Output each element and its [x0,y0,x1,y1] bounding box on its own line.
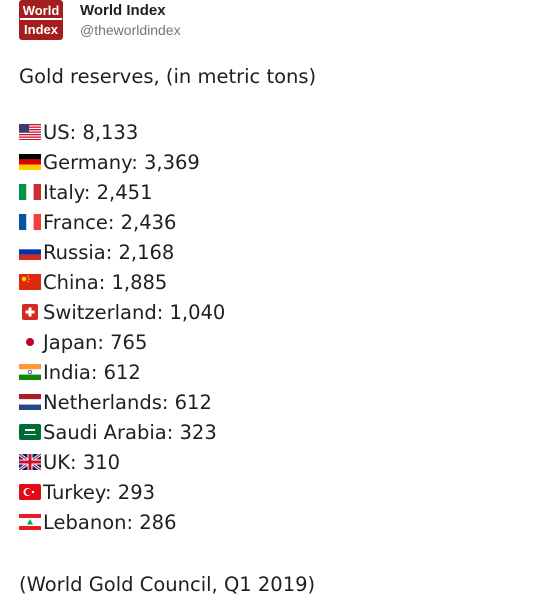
tweet-body: Gold reserves, (in metric tons) US: 8,13… [19,62,539,596]
list-item-label: India: 612 [43,360,141,384]
list-item: India: 612 [19,357,225,387]
list-item: Russia: 2,168 [19,237,225,267]
list-item: Turkey: 293 [19,477,225,507]
list-item-label: Germany: 3,369 [43,150,200,174]
list-item: Netherlands: 612 [19,387,225,417]
avatar-line-2: Index [24,22,59,37]
tweet-header: World Index World Index @theworldindex [19,0,539,40]
account-handle[interactable]: @theworldindex [80,22,181,38]
turkey-flag-icon [19,484,43,500]
list-item: France: 2,436 [19,207,225,237]
list-item-label: France: 2,436 [43,210,177,234]
lebanon-flag-icon [19,514,43,530]
list-item-label: US: 8,133 [43,120,139,144]
india-flag-icon [19,364,43,380]
list-item-label: UK: 310 [43,450,121,474]
world-index-logo-icon: World Index [19,0,63,40]
list-item-label: Turkey: 293 [43,480,156,504]
italy-flag-icon [19,184,43,200]
account-name[interactable]: World Index [80,2,166,19]
saudi-arabia-flag-icon [19,424,43,440]
list-item-label: Netherlands: 612 [43,390,212,414]
tweet-headline: Gold reserves, (in metric tons) [19,65,317,88]
list-item: Japan: 765 [19,327,225,357]
list-item: US: 8,133 [19,117,225,147]
avatar-line-1: World [23,3,60,18]
list-item-label: Russia: 2,168 [43,240,175,264]
list-item: Saudi Arabia: 323 [19,417,225,447]
list-item: Germany: 3,369 [19,147,225,177]
avatar[interactable]: World Index [19,0,63,40]
russia-flag-icon [19,244,43,260]
uk-flag-icon [19,454,43,470]
list-item: UK: 310 [19,447,225,477]
tweet-source: (World Gold Council, Q1 2019) [19,573,316,596]
switzerland-flag-icon [19,304,43,320]
netherlands-flag-icon [19,394,43,410]
france-flag-icon [19,214,43,230]
china-flag-icon [19,274,43,290]
list-item-label: Japan: 765 [43,330,148,354]
list-item-label: Italy: 2,451 [43,180,153,204]
list-item-label: Lebanon: 286 [43,510,177,534]
list-item: Lebanon: 286 [19,507,225,537]
list-item: Switzerland: 1,040 [19,297,225,327]
japan-flag-icon [19,334,43,350]
us-flag-icon [19,124,43,140]
list-item-label: Saudi Arabia: 323 [43,420,217,444]
list-item: Italy: 2,451 [19,177,225,207]
list-item: China: 1,885 [19,267,225,297]
germany-flag-icon [19,154,43,170]
list-item-label: Switzerland: 1,040 [43,300,226,324]
list-item-label: China: 1,885 [43,270,168,294]
gold-reserves-list: US: 8,133 Germany: 3,369 Italy: 2,451 Franc… [19,117,225,537]
